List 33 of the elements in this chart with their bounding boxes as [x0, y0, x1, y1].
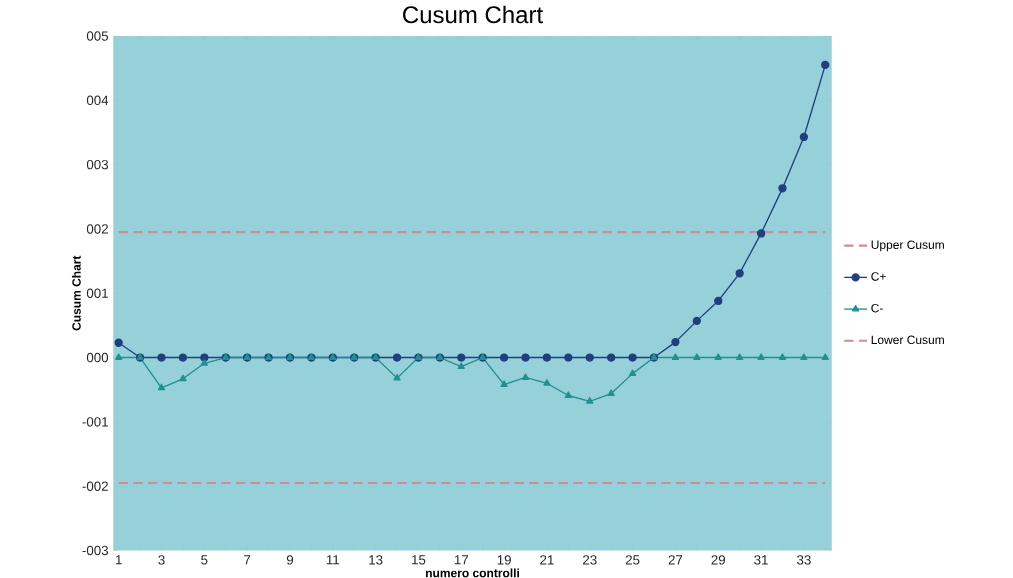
legend-label: Lower Cusum: [871, 335, 944, 344]
legend-label: Upper Cusum: [871, 240, 944, 252]
legend-label: C-: [871, 303, 883, 313]
x-tick-label: 13: [369, 554, 383, 565]
y-tick-label: -003: [82, 545, 109, 555]
x-tick-label: 21: [540, 554, 554, 565]
x-tick-label: 19: [497, 554, 511, 565]
x-tick-label: 9: [286, 554, 294, 565]
y-tick-label: -002: [82, 481, 108, 491]
y-tick-label: 003: [86, 159, 109, 170]
y-tick-label: 002: [86, 223, 108, 234]
x-tick-label: 1: [115, 554, 122, 565]
y-tick-label: 004: [86, 95, 109, 105]
y-tick-label: -001: [82, 416, 108, 427]
chart-title: Cusum Chart: [403, 5, 543, 24]
x-tick-label: 17: [454, 554, 469, 565]
x-tick-label: 11: [326, 554, 340, 565]
x-tick-label: 7: [244, 554, 251, 565]
x-tick-label: 25: [625, 554, 640, 565]
x-tick-label: 27: [668, 554, 683, 565]
x-tick-label: 29: [711, 554, 726, 565]
x-tick-label: 15: [412, 554, 426, 565]
x-tick-label: 5: [201, 554, 208, 565]
x-tick-label: 31: [754, 554, 768, 565]
y-axis-title: Cusum Chart: [71, 255, 81, 331]
x-axis-title: numero controlli: [425, 568, 519, 578]
legend-label: C+: [871, 271, 886, 281]
y-tick-label: 001: [86, 288, 108, 298]
y-tick-label: 000: [86, 352, 109, 363]
x-tick-label: 33: [796, 554, 811, 565]
x-tick-label: 3: [158, 554, 165, 565]
x-tick-label: 23: [583, 554, 597, 565]
y-tick-label: 005: [86, 31, 109, 41]
